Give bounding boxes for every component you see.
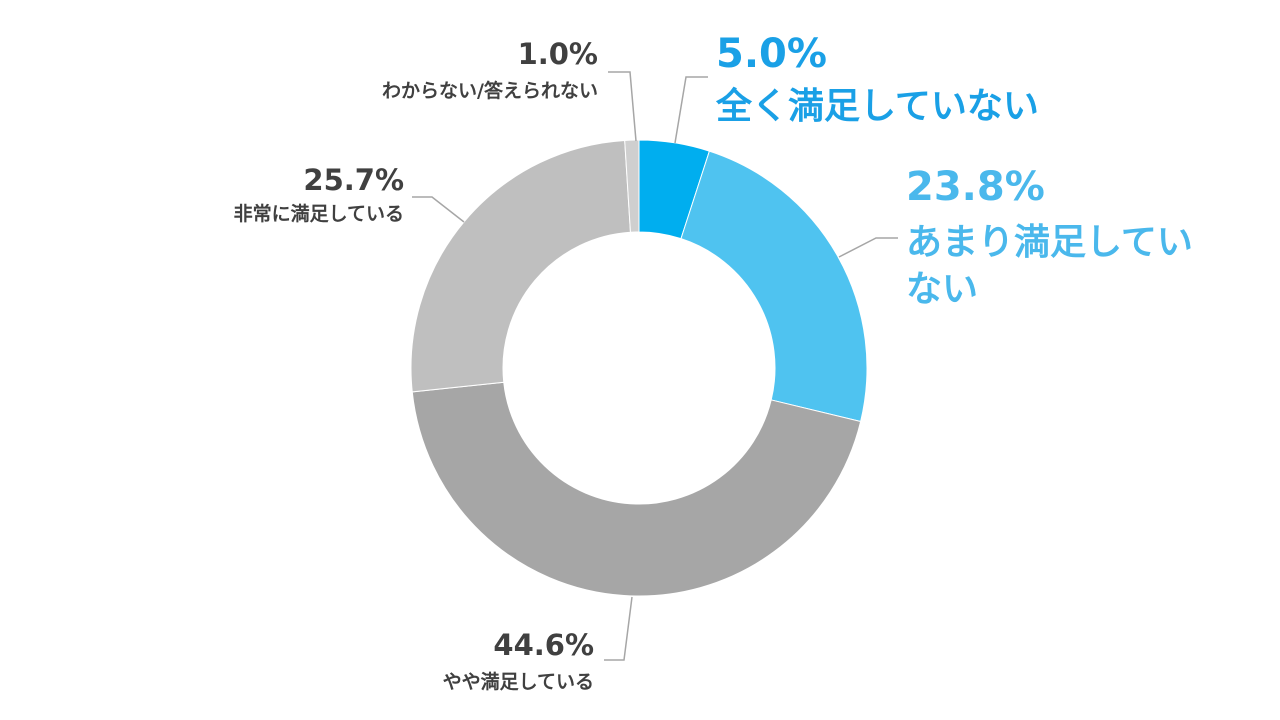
donut-slice-4: [624, 139, 640, 233]
leader-line-1: [838, 237, 898, 258]
data-label-value-3: 25.7%: [303, 163, 404, 197]
donut-slice-2: [411, 381, 862, 597]
data-label-text-4: わからない/答えられない: [382, 79, 598, 102]
leader-line-0: [674, 76, 708, 144]
leader-line-4: [608, 71, 637, 142]
leader-lines: [412, 71, 898, 661]
data-label-text-3: 非常に満足している: [234, 202, 404, 225]
data-label-value-1: 23.8%: [906, 164, 1045, 210]
data-label-text-2: やや満足している: [443, 671, 594, 693]
data-label-text-1-1: あまり満足してい: [906, 222, 1193, 263]
donut-slices: [410, 139, 868, 597]
data-label-value-2: 44.6%: [493, 628, 594, 662]
donut-slice-1: [680, 150, 868, 423]
leader-line-3: [412, 196, 465, 223]
leader-line-2: [604, 596, 633, 661]
data-label-value-4: 1.0%: [518, 37, 598, 71]
data-label-value-0: 5.0%: [716, 31, 827, 77]
data-label-text-0: 全く満足していない: [715, 85, 1039, 127]
data-label-text-1-2: ない: [906, 269, 978, 310]
donut-slice-3: [410, 139, 631, 393]
